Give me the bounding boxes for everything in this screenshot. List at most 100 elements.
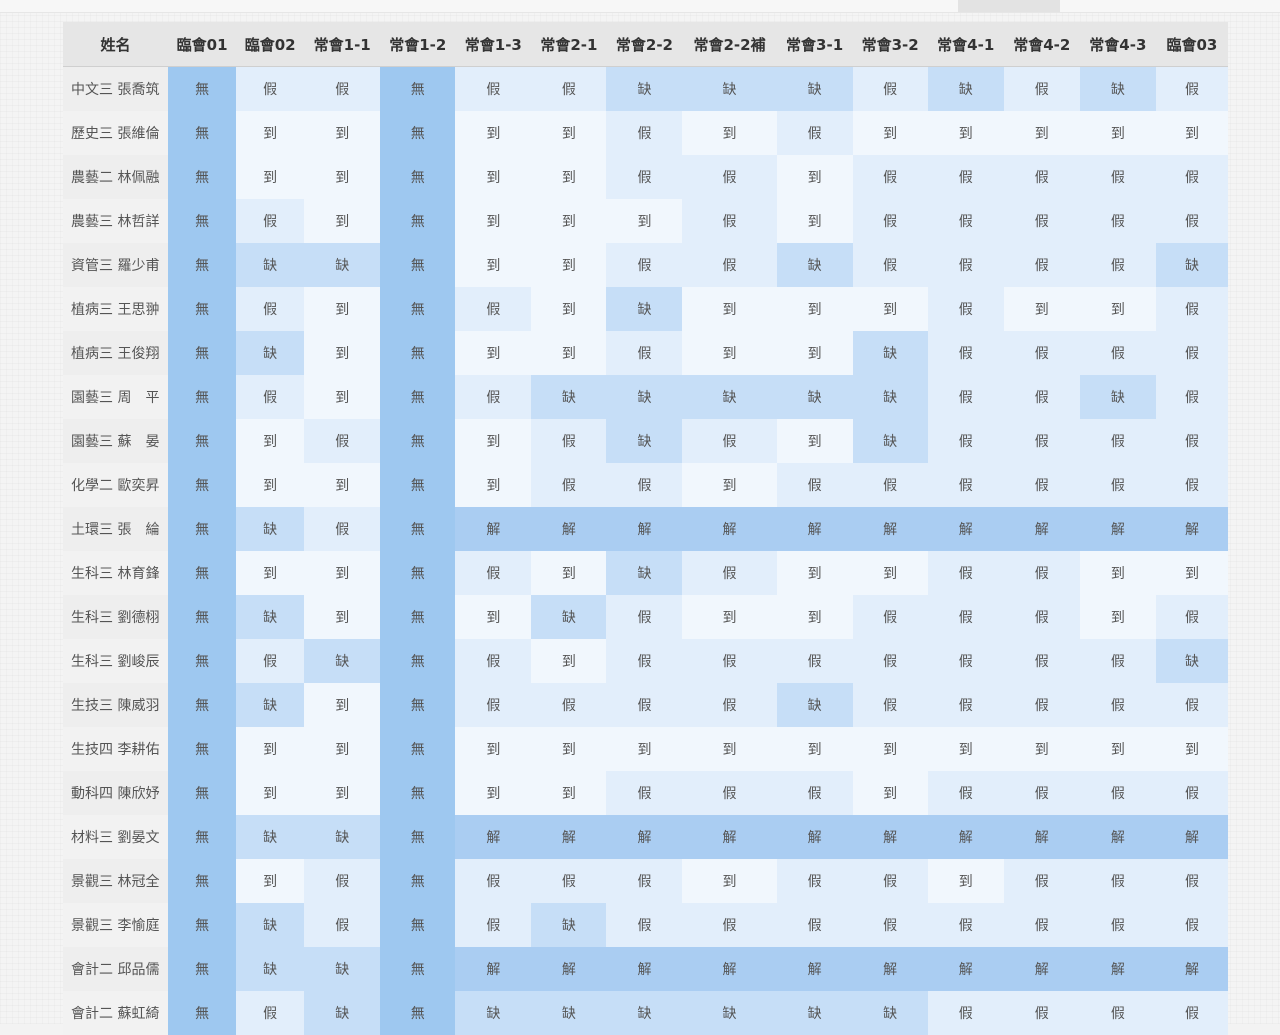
attendance-cell: 無 xyxy=(168,815,236,859)
attendance-cell: 假 xyxy=(606,903,682,947)
attendance-cell: 假 xyxy=(1004,375,1080,419)
attendance-cell: 解 xyxy=(531,815,606,859)
attendance-cell: 到 xyxy=(304,595,380,639)
attendance-cell: 假 xyxy=(1004,155,1080,199)
attendance-cell: 無 xyxy=(168,947,236,991)
attendance-cell: 缺 xyxy=(1080,375,1156,419)
attendance-cell: 假 xyxy=(928,639,1004,683)
attendance-cell: 缺 xyxy=(853,991,928,1035)
member-name-cell: 土環三 張 綸 xyxy=(63,507,168,551)
attendance-cell: 假 xyxy=(682,243,776,287)
attendance-cell: 解 xyxy=(1156,507,1228,551)
attendance-cell: 到 xyxy=(531,727,606,771)
attendance-cell: 無 xyxy=(168,991,236,1035)
table-row: 植病三 王思翀無假到無假到缺到到到假到到假 xyxy=(63,287,1228,331)
top-bar-tab[interactable] xyxy=(958,0,1060,12)
attendance-cell: 缺 xyxy=(777,243,853,287)
attendance-cell: 假 xyxy=(455,287,531,331)
attendance-cell: 到 xyxy=(236,155,304,199)
attendance-cell: 到 xyxy=(304,551,380,595)
attendance-cell: 到 xyxy=(928,859,1004,903)
attendance-cell: 假 xyxy=(455,67,531,112)
column-header-meeting: 常會4-1 xyxy=(928,22,1004,67)
attendance-cell: 解 xyxy=(777,947,853,991)
attendance-cell: 到 xyxy=(304,463,380,507)
member-name-cell: 園藝三 周 平 xyxy=(63,375,168,419)
attendance-cell: 到 xyxy=(777,199,853,243)
attendance-cell: 解 xyxy=(682,947,776,991)
attendance-cell: 無 xyxy=(380,859,455,903)
attendance-cell: 到 xyxy=(777,331,853,375)
attendance-cell: 缺 xyxy=(304,991,380,1035)
attendance-cell: 解 xyxy=(853,815,928,859)
attendance-cell: 假 xyxy=(1004,419,1080,463)
attendance-cell: 到 xyxy=(304,683,380,727)
member-name-cell: 植病三 王俊翔 xyxy=(63,331,168,375)
attendance-cell: 無 xyxy=(168,595,236,639)
attendance-cell: 假 xyxy=(682,199,776,243)
attendance-cell: 到 xyxy=(455,595,531,639)
attendance-cell: 假 xyxy=(1004,551,1080,595)
table-row: 會計二 邱品儒無缺缺無解解解解解解解解解解 xyxy=(63,947,1228,991)
attendance-cell: 假 xyxy=(682,771,776,815)
attendance-cell: 到 xyxy=(531,111,606,155)
table-row: 生技三 陳威羽無缺到無假假假假缺假假假假假 xyxy=(63,683,1228,727)
column-header-meeting: 常會1-2 xyxy=(380,22,455,67)
attendance-cell: 假 xyxy=(1004,199,1080,243)
attendance-cell: 假 xyxy=(1080,903,1156,947)
attendance-cell: 假 xyxy=(1080,859,1156,903)
attendance-cell: 無 xyxy=(168,331,236,375)
attendance-cell: 假 xyxy=(455,639,531,683)
attendance-cell: 無 xyxy=(168,375,236,419)
attendance-cell: 無 xyxy=(380,375,455,419)
attendance-cell: 到 xyxy=(682,463,776,507)
attendance-cell: 假 xyxy=(1004,463,1080,507)
attendance-cell: 假 xyxy=(531,419,606,463)
column-header-meeting: 常會1-1 xyxy=(304,22,380,67)
attendance-cell: 假 xyxy=(853,903,928,947)
attendance-cell: 假 xyxy=(1004,771,1080,815)
member-name-cell: 會計二 蘇虹綺 xyxy=(63,991,168,1035)
attendance-cell: 無 xyxy=(380,419,455,463)
attendance-cell: 到 xyxy=(455,331,531,375)
attendance-cell: 解 xyxy=(682,815,776,859)
column-header-meeting: 臨會01 xyxy=(168,22,236,67)
attendance-cell: 假 xyxy=(853,67,928,112)
attendance-cell: 到 xyxy=(455,111,531,155)
attendance-cell: 無 xyxy=(168,727,236,771)
attendance-cell: 假 xyxy=(1004,903,1080,947)
attendance-cell: 假 xyxy=(853,243,928,287)
attendance-cell: 假 xyxy=(1156,771,1228,815)
attendance-cell: 到 xyxy=(455,727,531,771)
attendance-cell: 無 xyxy=(380,815,455,859)
attendance-cell: 無 xyxy=(380,551,455,595)
attendance-cell: 假 xyxy=(1156,199,1228,243)
attendance-cell: 假 xyxy=(1004,991,1080,1035)
attendance-cell: 到 xyxy=(236,419,304,463)
attendance-cell: 無 xyxy=(380,155,455,199)
attendance-cell: 假 xyxy=(928,463,1004,507)
attendance-cell: 解 xyxy=(1004,507,1080,551)
attendance-cell: 到 xyxy=(777,287,853,331)
attendance-cell: 假 xyxy=(928,991,1004,1035)
attendance-cell: 假 xyxy=(777,771,853,815)
attendance-cell: 缺 xyxy=(304,947,380,991)
attendance-cell: 無 xyxy=(168,419,236,463)
attendance-cell: 解 xyxy=(682,507,776,551)
table-row: 生科三 林育鋒無到到無假到缺假到到假假到到 xyxy=(63,551,1228,595)
attendance-cell: 假 xyxy=(1156,67,1228,112)
table-row: 生科三 劉峻辰無假缺無假到假假假假假假假缺 xyxy=(63,639,1228,683)
attendance-cell: 假 xyxy=(236,67,304,112)
attendance-cell: 假 xyxy=(1156,287,1228,331)
attendance-cell: 無 xyxy=(380,111,455,155)
attendance-cell: 解 xyxy=(1156,947,1228,991)
attendance-cell: 假 xyxy=(606,683,682,727)
attendance-cell: 解 xyxy=(455,507,531,551)
attendance-cell: 解 xyxy=(1156,815,1228,859)
attendance-cell: 假 xyxy=(1156,419,1228,463)
attendance-cell: 假 xyxy=(928,771,1004,815)
attendance-cell: 假 xyxy=(1156,595,1228,639)
attendance-cell: 假 xyxy=(853,463,928,507)
attendance-cell: 無 xyxy=(380,991,455,1035)
